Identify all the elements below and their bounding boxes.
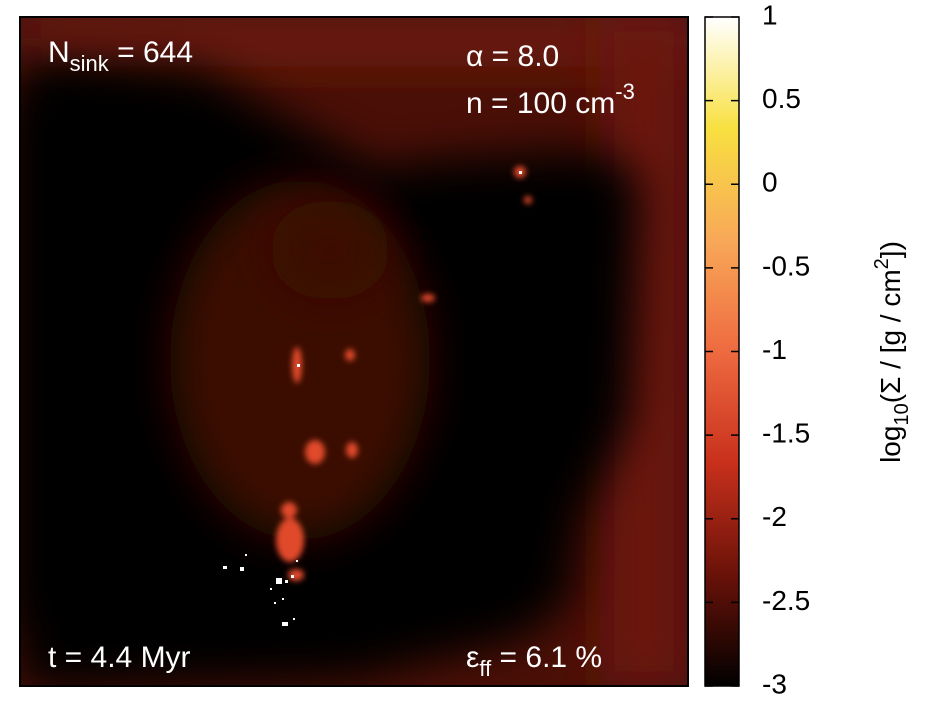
annotation: α = 8.0 [466, 40, 559, 73]
density-image [20, 17, 688, 686]
tick-label: 0.5 [762, 83, 801, 114]
tick-label: 0 [762, 167, 778, 198]
annotation: t = 4.4 Myr [48, 641, 191, 674]
colorbar-label: log10(Σ / [g / cm2]) [871, 241, 913, 463]
tick-label: -1.5 [762, 418, 810, 449]
panel-frame [19, 16, 689, 687]
tick-label: 1 [762, 0, 778, 30]
tick-label: -3 [762, 668, 787, 699]
annotation: εff = 6.1 % [466, 641, 602, 681]
annotation: Nsink = 644 [48, 36, 193, 76]
tick-label: -1 [762, 334, 787, 365]
tick-label: -2 [762, 501, 787, 532]
tick-label: -0.5 [762, 250, 810, 281]
annotation: n = 100 cm-3 [466, 79, 635, 120]
tick-label: -2.5 [762, 585, 810, 616]
